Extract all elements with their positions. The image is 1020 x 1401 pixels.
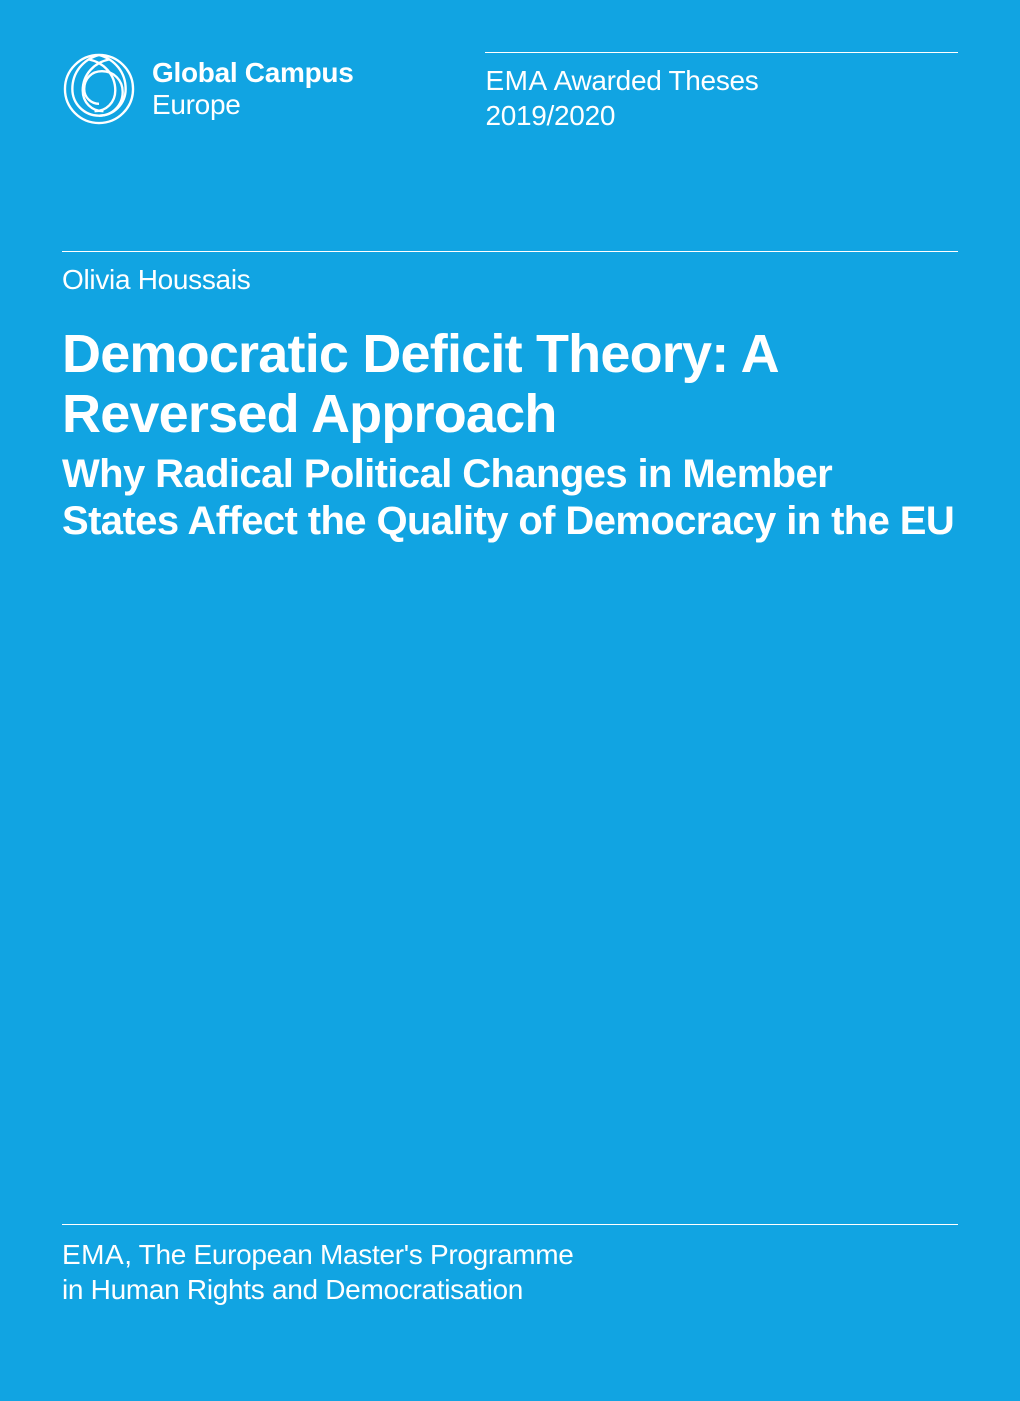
logo-line-2: Europe <box>152 89 353 121</box>
header-row: Global Campus Europe EMA Awarded Theses … <box>62 52 958 133</box>
footer-block: EMA, The European Master's Programme in … <box>62 1224 958 1307</box>
series-year: 2019/2020 <box>485 98 958 133</box>
logo-block: Global Campus Europe <box>62 52 353 126</box>
logo-line-1: Global Campus <box>152 57 353 89</box>
author-block: Olivia Houssais <box>62 251 958 296</box>
footer-line-2: in Human Rights and Democratisation <box>62 1272 958 1307</box>
series-rest: Awarded Theses <box>548 65 759 96</box>
subtitle: Why Radical Political Changes in Member … <box>62 451 958 545</box>
title-block: Democratic Deficit Theory: A Reversed Ap… <box>62 324 958 545</box>
series-ema-label: EMA <box>485 65 547 96</box>
main-title: Democratic Deficit Theory: A Reversed Ap… <box>62 324 958 445</box>
author-name: Olivia Houssais <box>62 264 958 296</box>
series-line-1: EMA Awarded Theses <box>485 63 958 98</box>
footer-rest: , The European Master's Programme <box>124 1239 573 1270</box>
footer-line-1: EMA, The European Master's Programme <box>62 1237 958 1272</box>
series-block: EMA Awarded Theses 2019/2020 <box>485 52 958 133</box>
document-cover: Global Campus Europe EMA Awarded Theses … <box>0 0 1020 1401</box>
footer-ema-label: EMA <box>62 1239 124 1270</box>
logo-text: Global Campus Europe <box>152 57 353 121</box>
spiral-logo-icon <box>62 52 136 126</box>
